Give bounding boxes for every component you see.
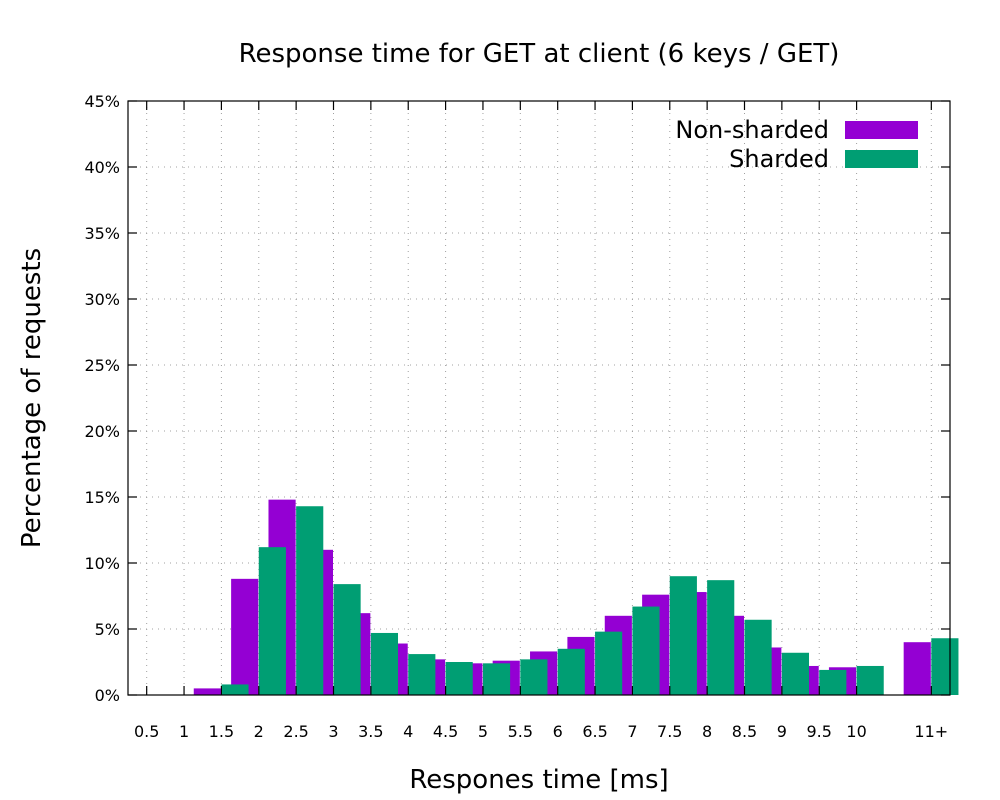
x-tick-label: 4.5 [433,722,458,741]
x-tick-label: 2.5 [283,722,308,741]
x-tick-label: 8.5 [732,722,757,741]
y-tick-label: 45% [84,92,120,111]
legend-swatch [845,121,918,139]
bar-sharded-4 [408,654,436,695]
x-tick-label: 9 [777,722,787,741]
bar-sharded-3 [333,584,361,695]
plot-frame [127,100,951,696]
x-tick-label: 7.5 [657,722,682,741]
y-tick-label: 0% [95,686,120,705]
bar-sharded-6-5 [595,631,623,695]
y-tick-label: 25% [84,356,120,375]
x-tick-label: 5 [478,722,488,741]
x-tick-label: 6.5 [582,722,607,741]
y-tick-label: 10% [84,554,120,573]
x-tick-label: 10 [846,722,866,741]
y-tick-label: 15% [84,488,120,507]
x-tick-label: 0.5 [134,722,159,741]
y-tick-label: 20% [84,422,120,441]
bar-sharded-4-5 [445,662,473,695]
bar-sharded-11- [931,638,959,695]
bar-sharded-5 [482,663,511,695]
bar-sharded-9-5 [819,669,847,695]
y-axis-label: Percentage of requests [17,248,47,548]
x-tick-label: 4 [403,722,413,741]
bar-sharded-2 [258,547,286,695]
bar-sharded-8 [707,580,735,695]
x-tick-label: 1 [179,722,189,741]
x-tick-label: 6 [553,722,563,741]
y-tick-label: 40% [84,158,120,177]
bar-non-sharded-11- [903,642,931,695]
bars [193,499,959,695]
x-tick-label: 9.5 [807,722,832,741]
bar-non-sharded-2 [231,578,259,695]
axis-ticks: 0% 5% 10% 15% 20% 25% 30% 35% 40% 45% 0.5 1 1.5 2 2.5 3… [84,92,950,741]
x-axis-label: Respones time [ms] [409,765,668,795]
bar-sharded-2-5 [296,506,324,695]
bar-non-sharded-1-5 [193,688,221,695]
x-tick-label: 3 [328,722,338,741]
x-tick-label: 1.5 [209,722,234,741]
bar-sharded-1-5 [221,684,249,695]
bar-sharded-7-5 [669,576,697,695]
bar-sharded-3-5 [370,632,399,695]
x-tick-label: 5.5 [508,722,533,741]
y-tick-label: 30% [84,290,120,309]
y-tick-label: 5% [95,620,120,639]
legend-label: Non-sharded [675,116,829,144]
bar-sharded-6 [557,648,585,695]
x-tick-label: 11+ [914,722,948,741]
y-tick-label: 35% [84,224,120,243]
x-tick-label: 7 [627,722,637,741]
bar-sharded-7 [632,606,660,695]
legend-label: Sharded [729,145,829,173]
bar-sharded-8-5 [744,619,772,695]
x-tick-label: 3.5 [358,722,383,741]
bar-sharded-10 [856,665,884,695]
legend-swatch [845,150,918,168]
bar-sharded-5-5 [520,659,548,695]
x-tick-label: 2 [254,722,264,741]
grid-lines [128,101,950,695]
bar-sharded-9 [781,652,810,695]
x-tick-label: 8 [702,722,712,741]
chart-title: Response time for GET at client (6 keys … [239,39,840,69]
